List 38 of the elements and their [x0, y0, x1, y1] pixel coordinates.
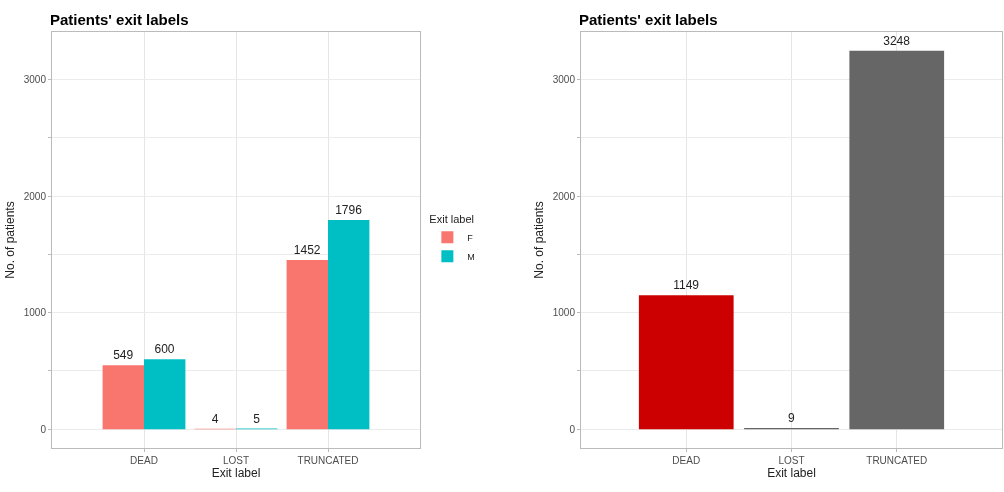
x-axis-title: Exit label [211, 466, 261, 480]
x-tick-label: TRUNCATED [866, 455, 928, 466]
data-label: 549 [113, 348, 134, 363]
legend-title: Exit label [429, 212, 474, 225]
x-tick-label: LOST [222, 455, 250, 466]
y-tick-label: 1000 [23, 307, 47, 319]
y-tick-label: 0 [40, 423, 47, 435]
bar [638, 295, 734, 430]
bar [286, 260, 328, 430]
y-axis-title: No. of patients [3, 201, 18, 279]
y-tick-label: 2000 [552, 190, 576, 202]
data-label: 4 [211, 411, 219, 426]
bar [144, 359, 186, 430]
x-tick-label: DEAD [672, 455, 701, 466]
y-tick-label: 3000 [23, 74, 47, 86]
data-label: 1796 [335, 202, 363, 217]
y-tick-label: 0 [569, 423, 576, 435]
x-tick-label: TRUNCATED [297, 455, 359, 466]
data-label: 1452 [293, 243, 321, 258]
chart-title: Patients' exit labels [50, 10, 189, 28]
y-tick-label: 3000 [552, 74, 576, 86]
data-label: 600 [154, 342, 175, 357]
data-label: 9 [788, 411, 795, 426]
data-label: 1149 [673, 278, 700, 293]
chart-title: Patients' exit labels [579, 10, 718, 28]
bar [849, 50, 945, 430]
legend-label: M [467, 251, 475, 262]
x-axis-title: Exit label [767, 466, 816, 480]
y-tick-label: 2000 [23, 190, 47, 202]
bar [328, 219, 370, 430]
x-tick-label: LOST [778, 455, 805, 466]
y-axis-title: No. of patients [532, 201, 547, 279]
data-label: 3248 [883, 33, 911, 48]
y-tick-label: 1000 [552, 307, 576, 319]
legend-label: F [467, 232, 474, 243]
x-tick-label: DEAD [130, 455, 158, 466]
bar [102, 365, 144, 430]
data-label: 5 [253, 411, 261, 426]
